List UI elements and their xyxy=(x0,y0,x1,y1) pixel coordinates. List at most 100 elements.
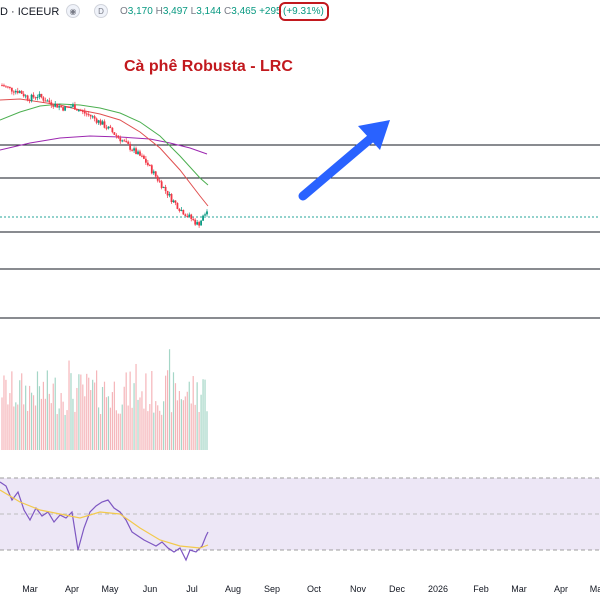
candle-body xyxy=(111,127,114,133)
volume-bar xyxy=(70,373,72,450)
volume-bar xyxy=(5,379,7,450)
volume-bar xyxy=(105,397,108,450)
volume-bar xyxy=(147,411,149,450)
candle-body xyxy=(12,91,15,93)
candle-body xyxy=(127,141,130,144)
volume-bar xyxy=(11,371,13,450)
volume-bar xyxy=(84,396,86,450)
volume-bar xyxy=(196,382,198,450)
candle-body xyxy=(146,162,149,166)
candle-body xyxy=(184,214,187,216)
volume-bar xyxy=(131,407,133,450)
x-axis-label: Sep xyxy=(264,584,280,594)
volume-bar xyxy=(202,379,204,450)
volume-bar xyxy=(115,410,117,450)
volume-bar xyxy=(99,414,102,450)
low-label: L xyxy=(190,6,197,17)
candle-body xyxy=(150,165,153,174)
candle-body xyxy=(40,93,43,98)
volume-bar xyxy=(15,402,17,450)
candle-body xyxy=(68,106,70,108)
volume-bar xyxy=(76,387,78,450)
volume-bar xyxy=(180,399,182,450)
volume-bar xyxy=(204,379,206,450)
volume-bar xyxy=(149,404,151,450)
candle-body xyxy=(204,214,206,216)
candle-body xyxy=(44,100,47,102)
volume-bar xyxy=(123,386,125,450)
change-value: +295 xyxy=(259,6,282,17)
candle-body xyxy=(196,222,199,225)
candle-body xyxy=(190,214,193,219)
volume-bar xyxy=(176,400,179,450)
volume-bar xyxy=(194,404,196,450)
candle-body xyxy=(56,103,59,108)
volume-bar xyxy=(94,382,96,450)
volume-bar xyxy=(119,413,121,450)
volume-bar xyxy=(198,411,200,450)
candle-body xyxy=(143,155,145,159)
candle-body xyxy=(7,86,9,88)
candle-body xyxy=(28,99,31,102)
interval-badge[interactable]: D xyxy=(94,4,108,18)
volume-bar xyxy=(13,406,15,450)
candle-body xyxy=(83,111,86,114)
candle-body xyxy=(64,106,66,111)
volume-bar xyxy=(165,375,167,450)
candle-body xyxy=(131,149,133,151)
ma-mid-line xyxy=(0,98,209,207)
candle-body xyxy=(48,100,51,103)
candle-body xyxy=(16,90,19,93)
candle-body xyxy=(152,171,155,174)
up-arrow-annotation[interactable] xyxy=(298,120,390,201)
volume-bar xyxy=(127,405,129,450)
volume-bar xyxy=(182,400,184,450)
eye-icon[interactable]: ◉ xyxy=(66,4,80,18)
volume-bar xyxy=(28,385,31,450)
candle-body xyxy=(115,134,118,136)
volume-bar xyxy=(96,370,98,450)
volume-bar xyxy=(172,372,175,450)
candle-body xyxy=(24,95,27,97)
candle-body xyxy=(141,155,143,157)
x-axis-label: 2026 xyxy=(428,584,448,594)
candle-body xyxy=(77,110,80,112)
volume-bar xyxy=(109,407,112,450)
volume-bar xyxy=(30,392,33,450)
volume-bar xyxy=(88,377,90,450)
low-value: 3,144 xyxy=(196,6,222,17)
volume-bar xyxy=(68,360,70,450)
volume-bar xyxy=(168,349,171,450)
volume-bar xyxy=(34,405,37,450)
candle-body xyxy=(178,208,181,211)
candle-body xyxy=(20,91,23,94)
candle-body xyxy=(194,219,197,225)
candle-body xyxy=(89,114,92,117)
candle-body xyxy=(1,85,3,87)
candle-body xyxy=(113,132,116,135)
candle-body xyxy=(202,215,204,221)
volume-bar xyxy=(155,401,157,450)
x-axis-label: Oct xyxy=(307,584,322,594)
volume-bar xyxy=(178,391,181,450)
volume-bar xyxy=(9,393,11,450)
volume-bar xyxy=(92,379,94,450)
candle-body xyxy=(123,140,126,142)
volume-bar xyxy=(113,381,115,450)
candle-body xyxy=(81,110,84,112)
candle-body xyxy=(133,148,135,151)
symbol-label[interactable]: D · ICEEUR xyxy=(0,6,60,18)
volume-bar xyxy=(58,408,60,450)
rsi-signal-line xyxy=(0,489,209,549)
open-value: 3,170 xyxy=(127,6,153,17)
x-axis-label: Ma xyxy=(590,584,600,594)
volume-bar xyxy=(170,412,173,450)
candle-body xyxy=(121,140,124,142)
candle-body xyxy=(174,200,177,204)
volume-bar xyxy=(174,383,177,450)
candle-body xyxy=(3,85,5,87)
candle-body xyxy=(70,106,72,108)
candle-body xyxy=(166,190,169,196)
